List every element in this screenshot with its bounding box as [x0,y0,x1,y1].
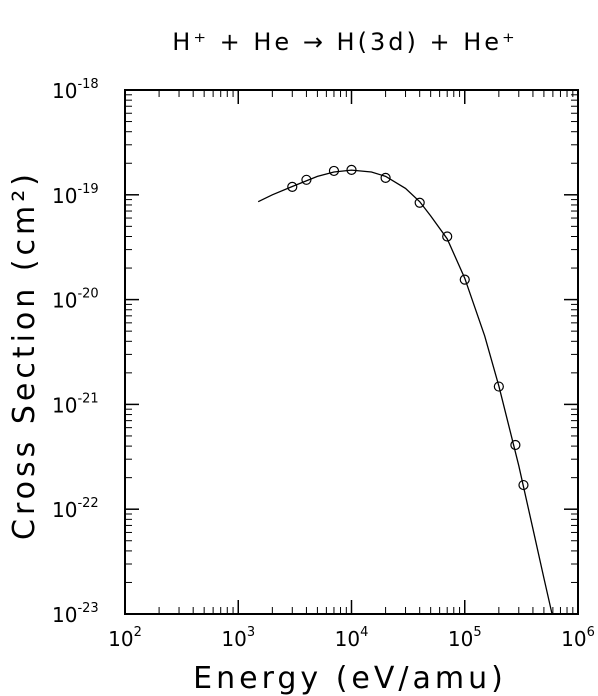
data-point [518,479,529,491]
data-point [493,381,504,392]
data-point [442,231,453,242]
y-tick-label: 10-22 [52,496,99,522]
y-tick-label: 10-20 [52,287,99,313]
y-tick-exponent: -18 [77,77,98,92]
y-axis-label: Cross Section (cm²) [7,170,42,540]
x-axis-label: Energy (eV/amu) [193,661,507,696]
y-tick-exponent: -23 [77,601,98,616]
y-tick-label: 10-18 [52,77,99,103]
y-tick-base: 10 [52,289,77,313]
x-tick-exponent: 4 [360,625,368,640]
plot-frame [124,89,579,615]
x-tick-base: 10 [108,627,133,651]
x-tick-base: 10 [561,627,586,651]
x-tick-exponent: 2 [134,625,142,640]
y-tick-label: 10-21 [52,391,99,417]
y-tick-base: 10 [52,184,77,208]
y-tick-exponent: -22 [77,496,98,511]
x-tick-base: 10 [335,627,360,651]
data-point [287,181,298,192]
x-tick-label: 105 [448,625,482,651]
y-tick-base: 10 [52,393,77,417]
data-point [510,439,521,451]
x-tick-base: 10 [221,627,246,651]
x-tick-label: 103 [221,625,255,651]
data-point [328,165,340,177]
y-tick-exponent: -21 [77,391,98,406]
data-point [459,274,470,285]
y-tick-label: 10-19 [52,182,99,208]
x-tick-label: 106 [561,625,595,651]
x-tick-label: 102 [108,625,142,651]
fit-curve [257,169,553,615]
data-point [301,174,312,185]
x-tick-exponent: 5 [473,625,481,640]
y-tick-base: 10 [52,603,77,627]
y-tick-exponent: -19 [77,182,98,197]
data-point [414,197,425,208]
x-tick-base: 10 [448,627,473,651]
x-tick-exponent: 3 [247,625,255,640]
x-tick-exponent: 6 [587,625,595,640]
data-point [380,172,391,183]
chart-title: H⁺ + He → H(3d) + He⁺ [172,28,517,56]
y-tick-label: 10-23 [52,601,99,627]
y-tick-exponent: -20 [77,287,98,302]
y-tick-base: 10 [52,498,77,522]
y-tick-base: 10 [52,79,77,103]
x-tick-label: 104 [335,625,369,651]
data-point [346,164,357,175]
